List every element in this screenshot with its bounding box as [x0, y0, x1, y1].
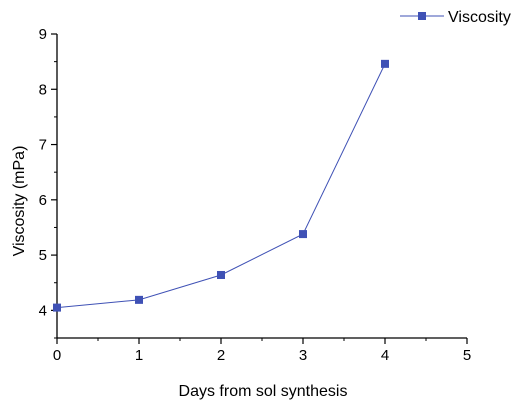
data-point — [135, 295, 143, 304]
data-point — [217, 270, 225, 279]
x-tick-label: 3 — [299, 347, 307, 364]
y-tick-label: 6 — [39, 192, 47, 209]
x-tick-label: 5 — [463, 347, 471, 364]
y-tick-label: 7 — [39, 137, 47, 154]
x-tick-label: 2 — [217, 347, 225, 364]
legend-label: Viscosity — [448, 9, 511, 26]
x-axis: 0 1 2 3 4 5 — [53, 337, 471, 364]
y-axis: 4 5 6 7 8 9 — [39, 26, 58, 339]
legend-marker — [418, 12, 426, 20]
y-tick-label: 8 — [39, 81, 47, 98]
x-tick-label: 1 — [135, 347, 143, 364]
x-tick-label: 0 — [53, 347, 61, 364]
legend: Viscosity — [400, 9, 511, 26]
x-tick-label: 4 — [381, 347, 389, 364]
y-tick-label: 9 — [39, 26, 47, 43]
plot-area — [53, 59, 389, 312]
data-point — [299, 230, 307, 239]
y-axis-title: Viscosity (mPa) — [11, 146, 28, 257]
data-point — [381, 59, 389, 68]
data-point — [53, 303, 61, 312]
y-tick-label: 4 — [39, 302, 47, 319]
x-axis-title: Days from sol synthesis — [179, 383, 348, 400]
y-tick-label: 5 — [39, 247, 47, 264]
